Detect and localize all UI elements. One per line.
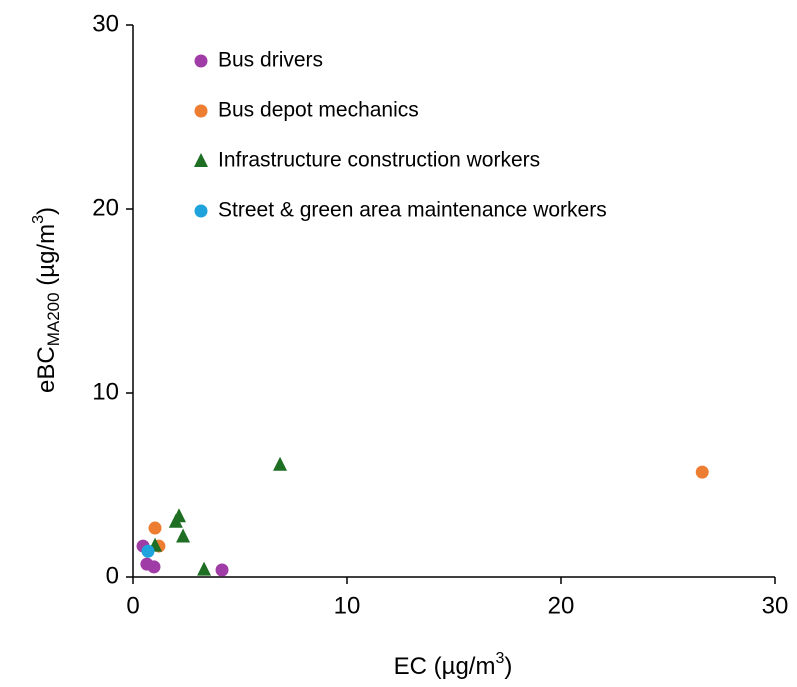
point: [147, 560, 161, 574]
point: [273, 456, 288, 471]
point: [695, 465, 709, 479]
y-tick-label: 20: [92, 194, 119, 221]
point: [148, 521, 162, 535]
x-tick-label: 0: [126, 592, 139, 619]
legend-marker: [194, 204, 208, 218]
x-label-sup: 3: [495, 650, 504, 667]
point: [176, 528, 191, 543]
y-tick-label: 10: [92, 378, 119, 405]
x-tick-label: 10: [334, 592, 361, 619]
legend-label: Bus drivers: [218, 49, 323, 72]
x-label-text: ): [504, 653, 512, 680]
y-label-text: eBC: [33, 346, 60, 393]
x-tick-label: 20: [548, 592, 575, 619]
point: [215, 563, 229, 577]
y-tick-label: 30: [92, 10, 119, 37]
y-label-sup: 3: [30, 215, 47, 224]
legend-label: Bus depot mechanics: [218, 99, 419, 122]
y-label-sub: MA200: [44, 292, 63, 346]
x-tick-label: 30: [762, 592, 789, 619]
point: [197, 561, 212, 576]
y-axis-label: eBCMA200 (µg/m3): [30, 207, 63, 393]
legend-label: Infrastructure construction workers: [218, 149, 540, 172]
y-label-text: ): [33, 207, 60, 215]
legend-marker: [194, 54, 208, 68]
x-label-text: EC (µg/m: [394, 653, 496, 680]
legend-label: Street & green area maintenance workers: [218, 199, 607, 222]
legend-marker: [194, 104, 208, 118]
point: [172, 508, 187, 523]
x-axis-label: EC (µg/m3): [394, 650, 513, 680]
y-label-text: (µg/m: [33, 224, 60, 293]
point: [141, 544, 155, 558]
y-tick-label: 0: [106, 562, 119, 589]
legend-marker: [194, 152, 208, 167]
